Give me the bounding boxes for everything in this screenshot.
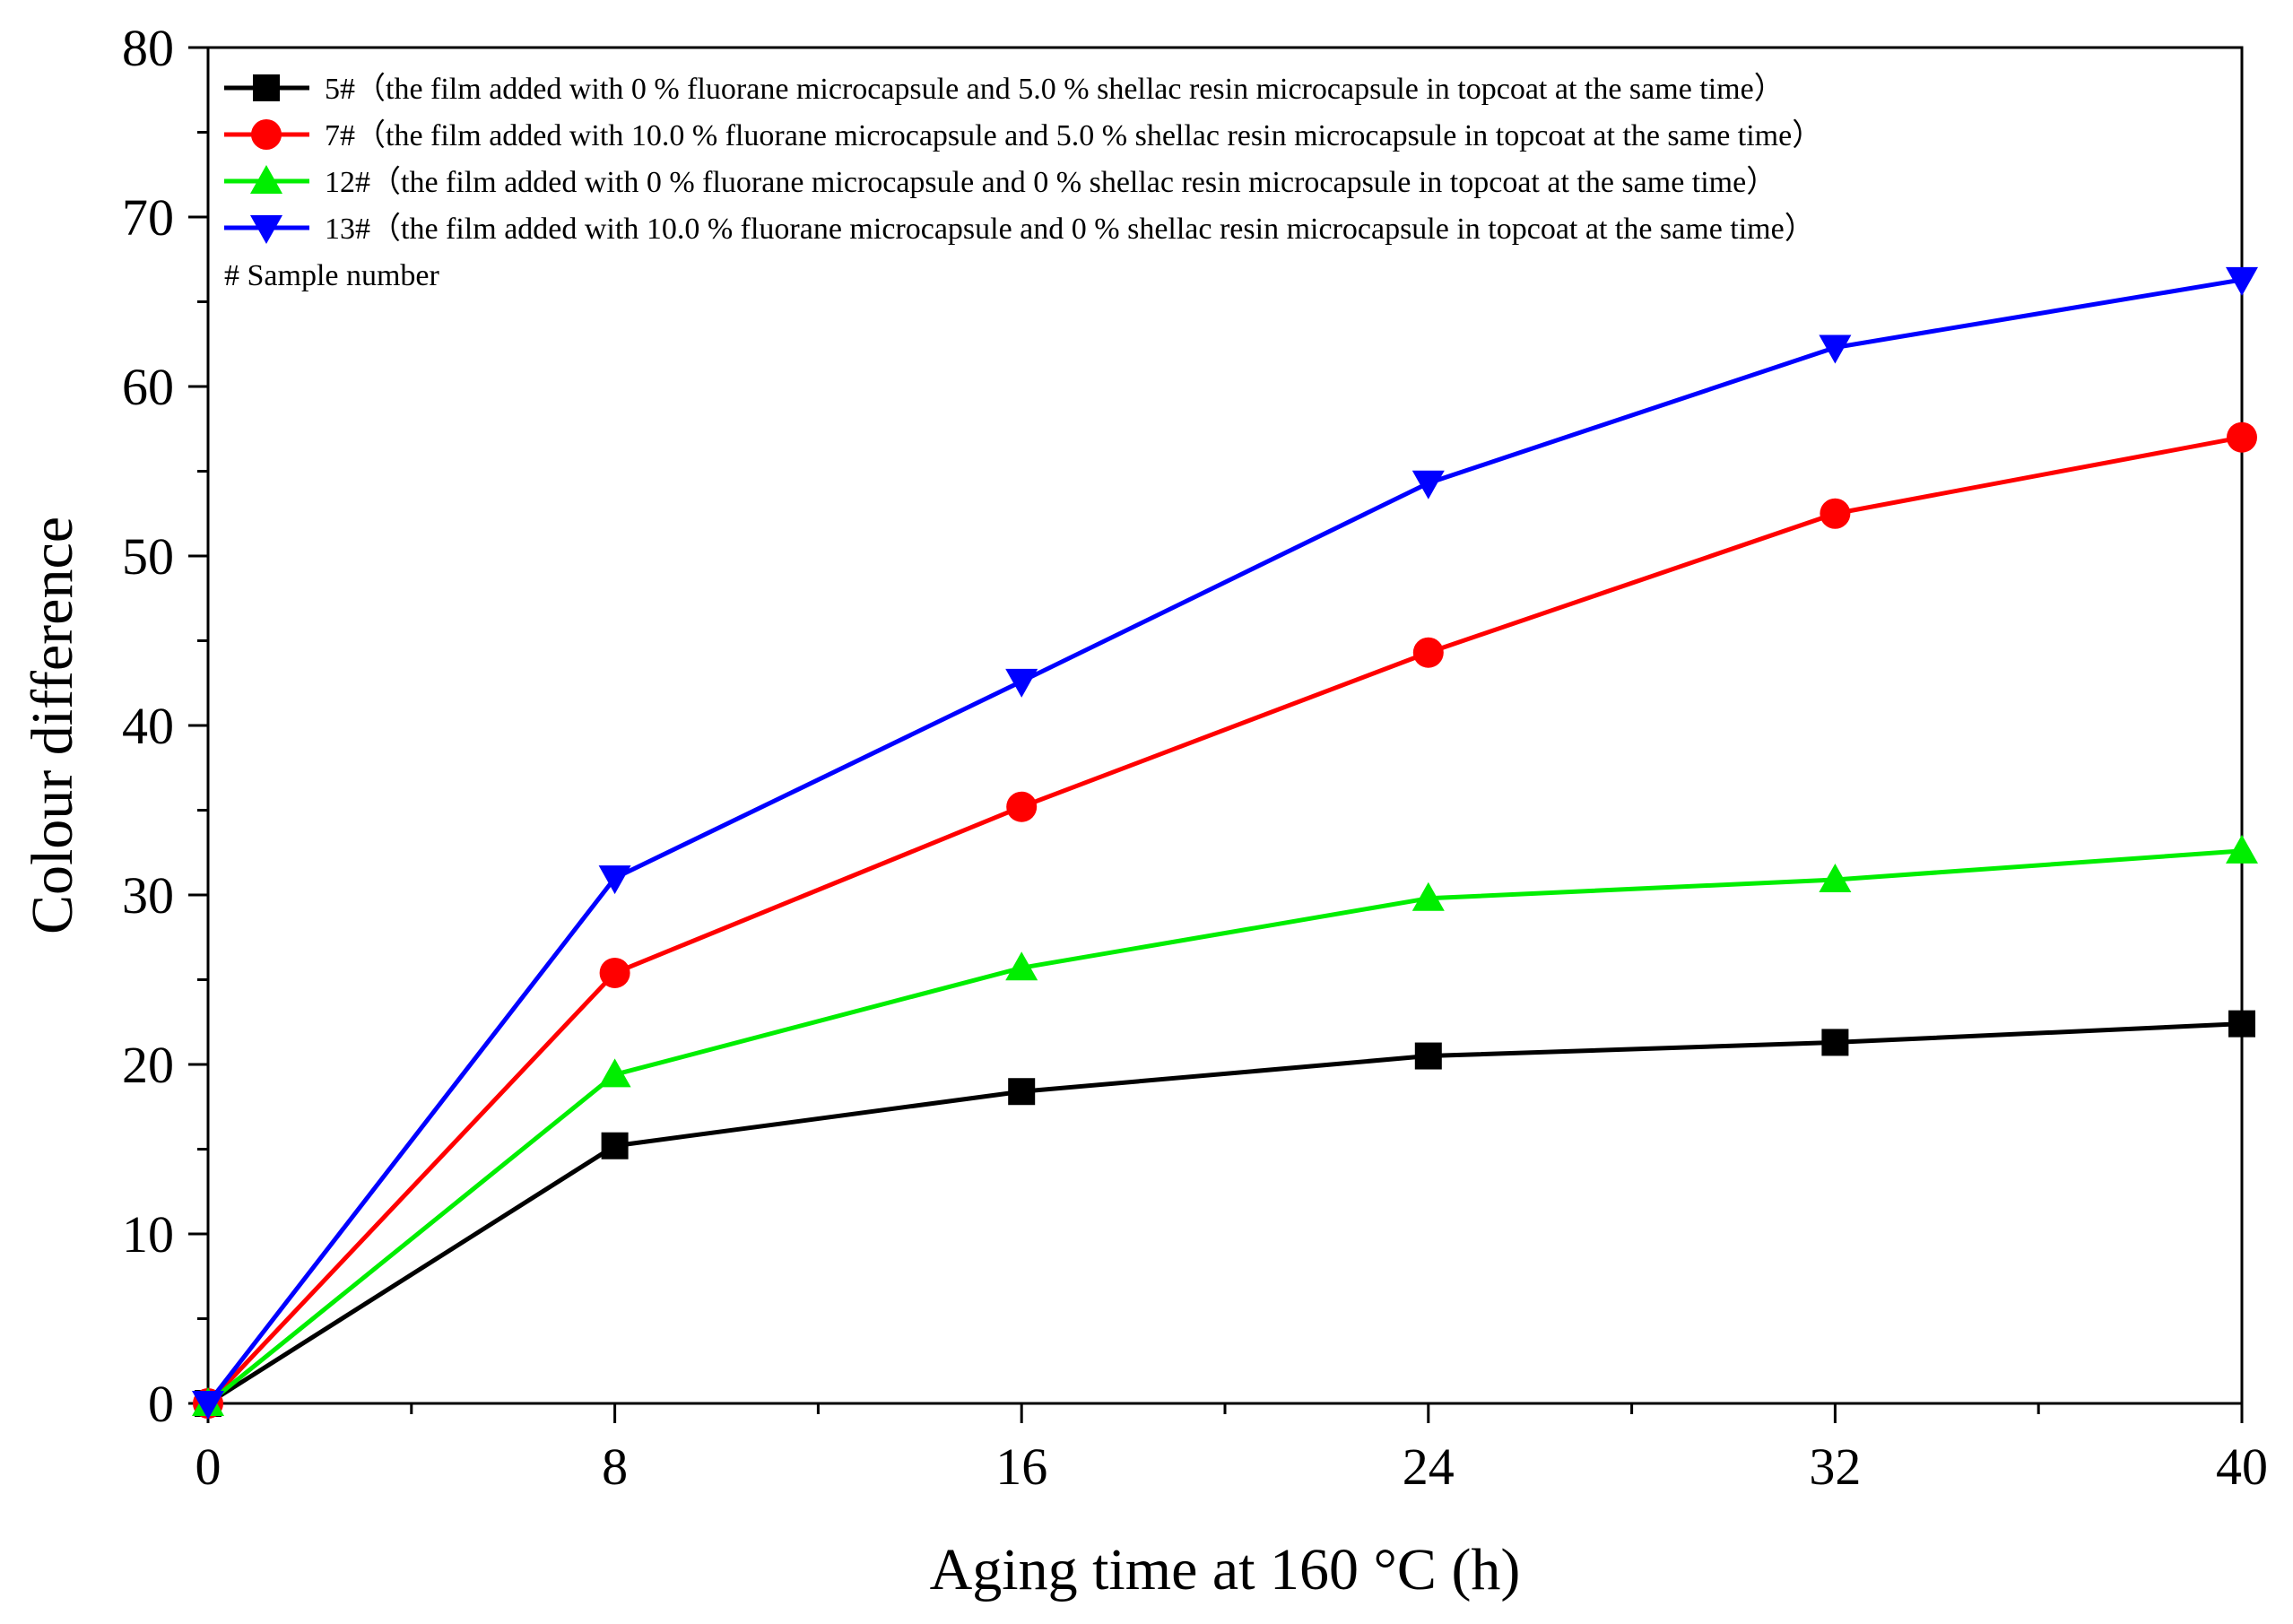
x-tick-label: 0	[195, 1437, 221, 1496]
x-tick-label: 24	[1403, 1437, 1455, 1496]
legend-label: 7#（the film added with 10.0 % fluorane m…	[325, 118, 1822, 152]
series-line	[206, 1021, 2243, 1406]
series-1	[193, 421, 2257, 1419]
y-tick-label: 30	[122, 866, 174, 925]
data-point	[598, 1058, 631, 1088]
data-point	[1820, 498, 1851, 529]
legend-marker	[250, 215, 282, 244]
y-tick-label: 70	[122, 188, 174, 247]
series-line	[206, 435, 2243, 1405]
plot-frame	[206, 46, 2244, 1405]
legend-marker	[251, 119, 282, 150]
data-point	[598, 865, 631, 895]
series-0	[195, 1010, 2255, 1417]
data-point	[1412, 637, 1444, 668]
y-tick-label: 40	[122, 697, 174, 755]
x-tick-label: 8	[602, 1437, 628, 1496]
data-point	[1821, 1029, 1849, 1056]
series-layer	[192, 266, 2258, 1420]
data-point	[1411, 470, 1445, 499]
series-line	[206, 848, 2243, 1405]
y-tick-label: 20	[122, 1036, 174, 1094]
series-line	[206, 277, 2243, 1405]
data-point	[1414, 1042, 1442, 1070]
legend-label: 5#（the film added with 0 % fluorane micr…	[325, 72, 1785, 106]
data-point	[2226, 266, 2258, 296]
data-point	[2227, 421, 2257, 453]
legend-label: 12#（the film added with 0 % fluorane mic…	[325, 165, 1776, 199]
y-tick-label: 60	[122, 358, 174, 416]
x-tick-label: 40	[2216, 1437, 2268, 1496]
y-tick-label: 80	[122, 19, 174, 77]
axes: 0 10 20 30 40 50 60 70 80 0 8 16 24 32 40	[122, 19, 2268, 1496]
data-point	[599, 957, 630, 988]
legend-note: # Sample number	[224, 259, 440, 292]
data-point	[192, 1391, 224, 1420]
data-point	[1819, 334, 1852, 364]
legend-entry: 7#（the film added with 10.0 % fluorane m…	[224, 118, 1822, 152]
x-tick-label: 32	[1809, 1437, 1861, 1496]
y-tick-label: 50	[122, 527, 174, 586]
x-tick-label: 16	[995, 1437, 1047, 1496]
data-point	[1008, 1078, 1036, 1106]
legend-marker	[253, 74, 280, 101]
series-2	[192, 834, 2258, 1416]
data-point	[1006, 791, 1038, 822]
y-axis-title: Colour difference	[20, 517, 85, 934]
legend-label: 13#（the film added with 10.0 % fluorane …	[325, 212, 1815, 246]
data-point	[1819, 863, 1852, 892]
legend-entry: 13#（the film added with 10.0 % fluorane …	[224, 212, 1815, 246]
data-point	[601, 1132, 629, 1159]
legend-entry: 12#（the film added with 0 % fluorane mic…	[224, 165, 1776, 199]
y-tick-label: 0	[148, 1375, 174, 1433]
legend-marker	[250, 165, 282, 194]
data-point	[2228, 1010, 2255, 1038]
data-point	[2226, 834, 2258, 864]
data-point	[1005, 951, 1038, 981]
x-axis-title: Aging time at 160 °C (h)	[930, 1537, 1521, 1602]
y-tick-label: 10	[122, 1205, 174, 1264]
data-point	[1411, 881, 1445, 911]
legend: 5#（the film added with 0 % fluorane micr…	[224, 72, 1822, 292]
data-point	[1005, 668, 1038, 698]
legend-entry: 5#（the film added with 0 % fluorane micr…	[224, 72, 1785, 106]
series-3	[192, 266, 2258, 1420]
